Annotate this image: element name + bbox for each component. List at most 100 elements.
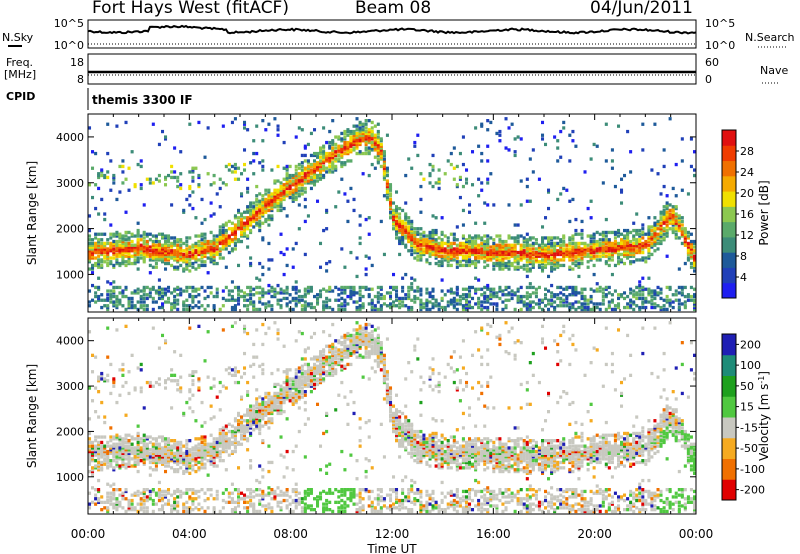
power-cell bbox=[513, 307, 517, 312]
power-cell bbox=[410, 230, 414, 235]
velocity-cell bbox=[185, 455, 189, 459]
power-cell bbox=[252, 287, 256, 291]
velocity-cell bbox=[127, 502, 131, 506]
power-cell bbox=[273, 179, 277, 183]
power-cell bbox=[686, 236, 690, 240]
power-cell bbox=[562, 247, 566, 251]
power-cell bbox=[252, 305, 256, 310]
power-cell bbox=[115, 294, 119, 299]
power-cell bbox=[237, 302, 241, 306]
power-cell bbox=[443, 254, 447, 258]
power-cell bbox=[337, 137, 341, 141]
velocity-cell bbox=[109, 491, 113, 495]
power-cell bbox=[258, 221, 262, 225]
power-cell bbox=[671, 216, 675, 220]
power-cell bbox=[255, 223, 259, 227]
velocity-cell bbox=[133, 446, 137, 450]
power-cell bbox=[504, 304, 508, 308]
power-cell bbox=[255, 307, 259, 312]
power-cell bbox=[279, 197, 283, 202]
power-cell bbox=[398, 212, 402, 216]
velocity-cell bbox=[148, 451, 152, 455]
velocity-cell bbox=[227, 429, 231, 434]
power-cell bbox=[139, 159, 143, 163]
power-cell bbox=[352, 137, 356, 141]
power-cell bbox=[376, 122, 380, 126]
velocity-cell bbox=[185, 469, 189, 474]
power-cell bbox=[586, 234, 590, 238]
power-cell bbox=[483, 249, 487, 253]
power-cell bbox=[428, 261, 432, 266]
power-cell bbox=[510, 289, 514, 293]
power-cell bbox=[431, 296, 435, 301]
power-cell bbox=[495, 294, 499, 299]
power-cell bbox=[410, 234, 414, 238]
power-cell bbox=[547, 190, 551, 194]
power-cell bbox=[325, 227, 329, 231]
power-cell bbox=[465, 293, 469, 297]
power-cell bbox=[665, 254, 669, 258]
power-cell bbox=[164, 247, 168, 251]
power-cell bbox=[531, 261, 535, 266]
velocity-cell bbox=[115, 508, 119, 512]
power-cell bbox=[197, 173, 201, 178]
power-cell bbox=[161, 302, 165, 306]
power-cell bbox=[112, 263, 116, 268]
velocity-cell bbox=[94, 386, 98, 390]
power-cell bbox=[483, 300, 487, 304]
velocity-cell bbox=[212, 453, 216, 457]
power-cell bbox=[279, 201, 283, 205]
power-cell bbox=[322, 159, 326, 163]
power-cell bbox=[419, 236, 423, 240]
power-cell bbox=[598, 258, 602, 262]
power-cell bbox=[115, 245, 119, 249]
power-cell bbox=[267, 258, 271, 262]
power-cell bbox=[355, 256, 359, 260]
power-cell bbox=[221, 304, 225, 308]
power-cell bbox=[568, 256, 572, 260]
power-cell bbox=[671, 219, 675, 224]
power-cell bbox=[528, 258, 532, 262]
power-cell bbox=[586, 206, 590, 211]
power-cell bbox=[671, 205, 675, 209]
power-cell bbox=[623, 243, 627, 247]
power-cell bbox=[358, 307, 362, 312]
power-cell bbox=[632, 254, 636, 258]
power-cell bbox=[559, 239, 563, 244]
power-cell bbox=[431, 230, 435, 235]
power-cell bbox=[319, 177, 323, 181]
power-cell bbox=[407, 225, 411, 229]
power-cell bbox=[276, 190, 280, 194]
power-cell bbox=[683, 232, 687, 236]
power-cell bbox=[647, 236, 651, 240]
velocity-cell bbox=[121, 457, 125, 461]
power-cell bbox=[124, 287, 128, 291]
power-cell bbox=[683, 304, 687, 308]
velocity-cell bbox=[164, 455, 168, 459]
power-cell bbox=[261, 164, 265, 169]
power-cell bbox=[607, 254, 611, 258]
power-cell bbox=[246, 206, 250, 211]
velocity-cell bbox=[133, 493, 137, 497]
power-cell bbox=[583, 249, 587, 253]
power-cell bbox=[291, 285, 295, 290]
power-cell bbox=[595, 250, 599, 255]
power-cell bbox=[419, 252, 423, 257]
power-cell bbox=[501, 252, 505, 257]
power-cell bbox=[161, 304, 165, 308]
power-cell bbox=[121, 289, 125, 293]
power-cell bbox=[227, 219, 231, 224]
power-cell bbox=[559, 238, 563, 242]
power-cell bbox=[598, 285, 602, 290]
power-cell bbox=[218, 228, 222, 233]
power-cell bbox=[668, 285, 672, 290]
power-cell bbox=[313, 166, 317, 170]
power-cell bbox=[370, 133, 374, 137]
power-cell bbox=[88, 260, 92, 264]
power-cell bbox=[531, 291, 535, 295]
power-cell bbox=[522, 236, 526, 240]
power-cell bbox=[629, 170, 633, 174]
power-cell bbox=[273, 194, 277, 198]
velocity-cell bbox=[94, 453, 98, 457]
power-cell bbox=[303, 172, 307, 176]
